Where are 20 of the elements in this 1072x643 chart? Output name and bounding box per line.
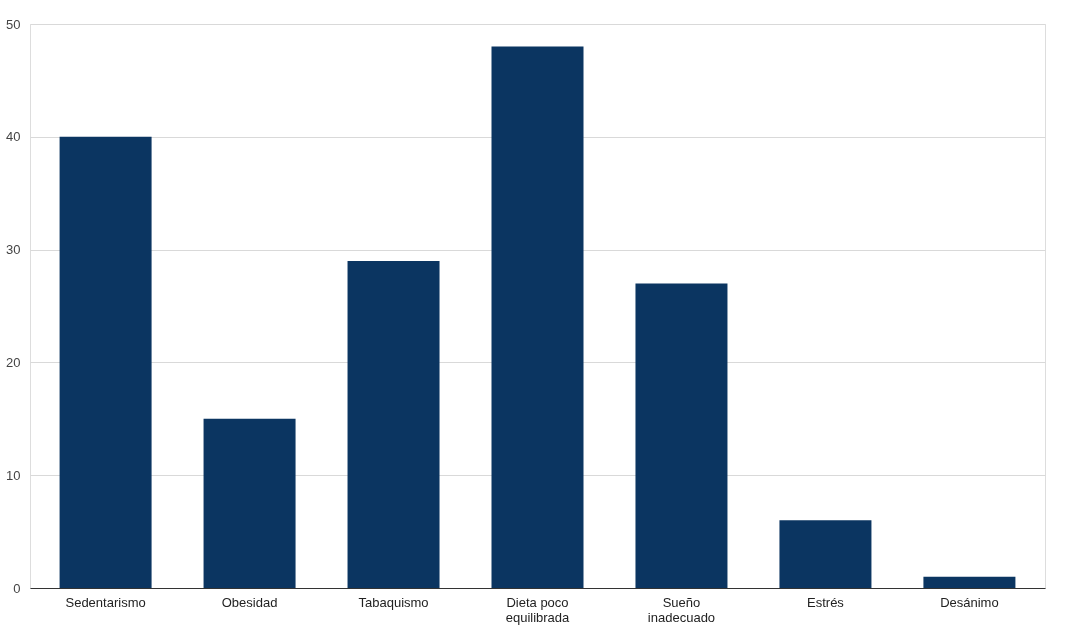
y-tick-label: 40 xyxy=(6,129,21,145)
bar xyxy=(491,46,584,588)
y-tick-label: 30 xyxy=(6,242,21,258)
bar xyxy=(635,283,728,588)
y-tick-label: 0 xyxy=(13,580,21,596)
x-tick-label: Sueño inadecuado xyxy=(647,594,716,625)
bar xyxy=(347,260,440,588)
x-tick-label: Desánimo xyxy=(940,594,999,610)
bar xyxy=(203,418,296,588)
x-tick-label: Estrés xyxy=(807,594,845,610)
y-tick-label: 20 xyxy=(6,354,21,370)
y-tick-label: 50 xyxy=(6,16,21,32)
x-tick-label: Dieta poco equilibrada xyxy=(505,594,571,625)
x-tick-label: Obesidad xyxy=(221,594,278,610)
x-tick-label: Sedentarismo xyxy=(65,594,146,610)
bar xyxy=(923,576,1016,588)
bar xyxy=(779,520,872,588)
y-tick-label: 10 xyxy=(6,467,21,483)
bar xyxy=(59,136,152,588)
x-tick-label: Tabaquismo xyxy=(358,594,429,610)
